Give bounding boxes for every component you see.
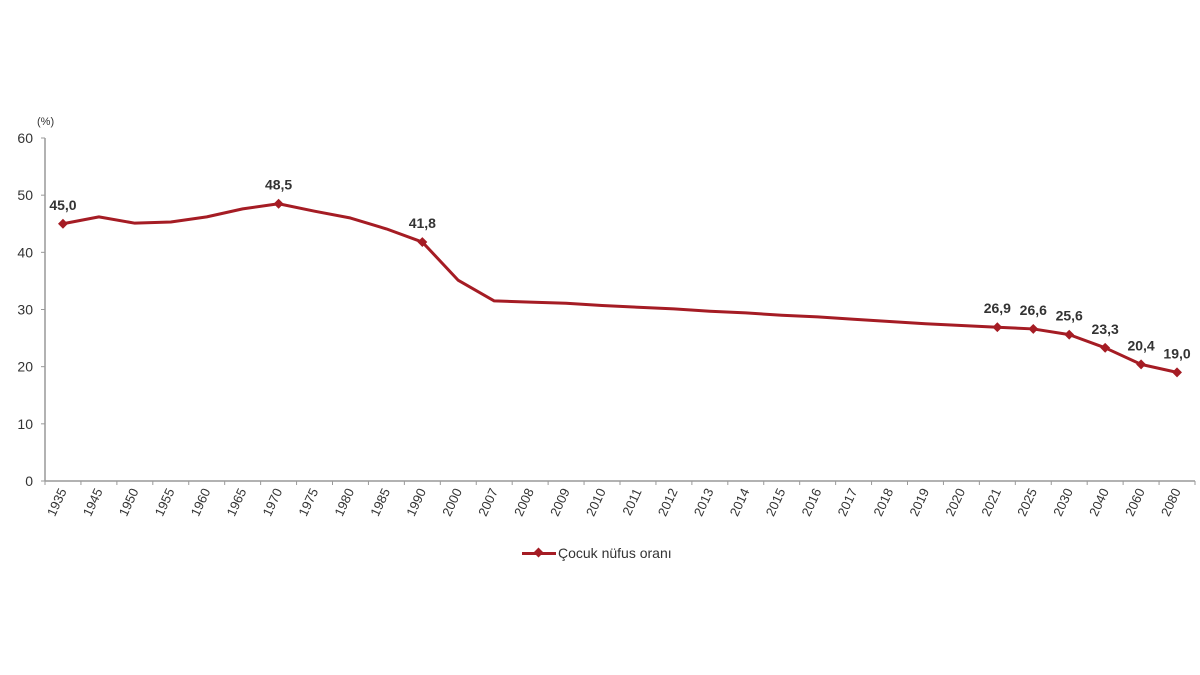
x-tick-label: 2080 — [1158, 486, 1184, 519]
x-tick-label: 1945 — [80, 486, 106, 519]
x-tick-label: 1960 — [188, 486, 214, 519]
x-tick-label: 1950 — [116, 486, 142, 519]
x-tick-label: 2013 — [691, 486, 717, 519]
y-tick-label: 50 — [17, 187, 33, 203]
data-label: 41,8 — [409, 215, 436, 231]
data-point-marker — [1172, 367, 1182, 378]
x-tick-label: 2040 — [1086, 486, 1112, 519]
data-point-marker — [58, 218, 68, 229]
x-tick-label: 2030 — [1050, 486, 1076, 519]
x-tick-label: 2012 — [655, 486, 681, 519]
data-label: 48,5 — [265, 177, 292, 193]
y-tick-label: 0 — [25, 473, 33, 489]
data-point-marker — [992, 322, 1003, 333]
data-label: 19,0 — [1163, 345, 1190, 361]
x-tick-label: 1990 — [403, 486, 429, 519]
series-line — [58, 198, 1182, 378]
data-labels: 45,0 48,5 41,8 26,9 26,6 25,6 23,3 20,4 19,0 — [49, 177, 1191, 362]
legend: Çocuk nüfus oranı — [522, 545, 672, 561]
y-axis-unit: (%) — [37, 116, 54, 128]
data-point-marker — [1028, 323, 1039, 334]
x-tick-label: 2019 — [906, 486, 932, 519]
y-axis: 0 10 20 30 40 50 60 — [17, 130, 46, 489]
x-tick-label: 1935 — [44, 486, 70, 519]
x-tick-label: 2010 — [583, 486, 609, 519]
y-tick-label: 40 — [17, 244, 33, 260]
data-label: 26,9 — [984, 300, 1011, 316]
data-point-marker — [1100, 342, 1111, 353]
x-tick-label: 1980 — [331, 486, 357, 519]
data-label: 26,6 — [1020, 302, 1047, 318]
y-tick-label: 30 — [17, 302, 33, 318]
x-tick-label: 2009 — [547, 486, 573, 519]
data-label: 25,6 — [1056, 308, 1083, 324]
legend-label: Çocuk nüfus oranı — [558, 545, 672, 561]
x-axis: 1935 1945 1950 1955 1960 1965 1970 1975 1980 1985… — [44, 480, 1196, 519]
x-tick-label: 2015 — [763, 486, 789, 519]
x-tick-label: 1955 — [152, 486, 178, 519]
x-tick-label: 1965 — [224, 486, 250, 519]
x-tick-label: 2000 — [439, 486, 465, 519]
x-tick-label: 2018 — [870, 486, 896, 519]
data-point-marker — [1136, 359, 1147, 370]
y-tick-label: 60 — [17, 130, 33, 146]
x-tick-label: 2014 — [727, 486, 753, 519]
x-tick-label: 2060 — [1122, 486, 1148, 519]
x-tick-label: 2007 — [475, 486, 501, 519]
data-point-marker — [1064, 329, 1075, 340]
legend-line-marker-icon — [522, 546, 556, 560]
x-tick-label: 1970 — [259, 486, 285, 519]
x-tick-label: 1985 — [367, 486, 393, 519]
x-tick-label: 2021 — [978, 486, 1004, 519]
x-tick-label: 2008 — [511, 486, 537, 519]
data-point-marker — [273, 198, 284, 209]
y-tick-label: 10 — [17, 416, 33, 432]
y-tick-label: 20 — [17, 359, 33, 375]
x-tick-label: 2011 — [619, 486, 644, 518]
data-point-marker — [417, 237, 428, 247]
x-tick-label: 1975 — [295, 486, 321, 519]
x-tick-label: 2020 — [942, 486, 968, 519]
x-tick-label: 2016 — [799, 486, 825, 519]
x-tick-label: 2017 — [834, 486, 860, 519]
data-label: 45,0 — [49, 197, 76, 213]
x-tick-label: 2025 — [1014, 486, 1040, 519]
data-label: 20,4 — [1127, 337, 1154, 353]
data-label: 23,3 — [1092, 321, 1119, 337]
